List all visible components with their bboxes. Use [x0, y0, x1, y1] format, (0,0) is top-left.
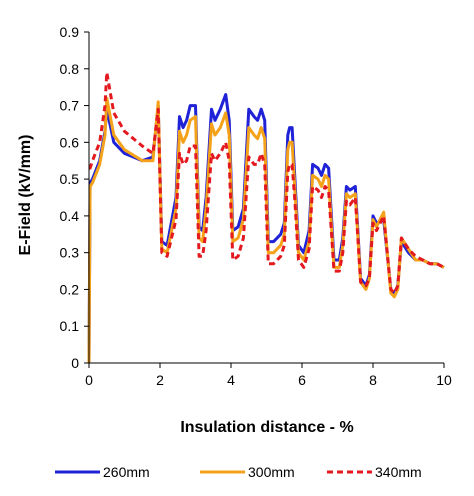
x-tick-label: 4 [227, 372, 235, 388]
y-tick-label: 0.6 [60, 134, 80, 150]
series-line-340mm [88, 71, 445, 295]
legend-label-340mm: 340mm [375, 464, 422, 480]
x-tick-label: 6 [298, 372, 306, 388]
x-axis-title: Insulation distance - % [180, 419, 353, 436]
x-tick-label: 0 [85, 372, 93, 388]
axes-group: 0 0.1 0.2 0.3 0.4 0.5 0.6 0.7 0.8 0.9 0 2 4 6 8 10 [60, 24, 452, 388]
y-tick-label: 0.8 [60, 61, 80, 77]
legend: 260mm 300mm 340mm [55, 464, 422, 480]
series-group [87, 71, 445, 364]
y-tick-label: 0.5 [60, 171, 80, 187]
y-tick-label: 0 [71, 355, 79, 371]
y-axis-title: E-Field (kV/mm) [17, 135, 34, 256]
y-tick-label: 0.1 [60, 318, 80, 334]
y-tick-label: 0.2 [60, 281, 80, 297]
x-tick-label: 2 [156, 372, 164, 388]
legend-label-300mm: 300mm [248, 464, 295, 480]
y-tick-label: 0.7 [60, 98, 80, 114]
y-tick-label: 0.9 [60, 24, 80, 40]
x-tick-label: 10 [436, 372, 452, 388]
x-tick-label: 8 [369, 372, 377, 388]
legend-label-260mm: 260mm [103, 464, 150, 480]
y-tick-label: 0.3 [60, 245, 80, 261]
y-tick-label: 0.4 [60, 208, 80, 224]
